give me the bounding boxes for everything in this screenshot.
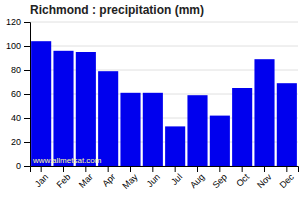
y-tick-mark bbox=[24, 166, 30, 167]
y-tick: 20 bbox=[11, 137, 30, 147]
x-tick: Jun bbox=[145, 166, 162, 189]
y-tick: 0 bbox=[16, 161, 30, 171]
grid bbox=[30, 22, 298, 166]
y-axis-line bbox=[24, 23, 31, 167]
x-tick: Oct bbox=[234, 166, 251, 189]
x-tick-mark bbox=[197, 166, 198, 172]
y-tick-mark bbox=[24, 22, 30, 23]
x-axis: Jan FebMar AprMay Jun Jul AugSep OctNovDec bbox=[31, 166, 299, 191]
bar bbox=[254, 59, 274, 166]
x-tick-label: Jan bbox=[33, 172, 50, 189]
bar bbox=[143, 93, 163, 166]
x-tick-mark bbox=[108, 166, 109, 172]
x-tick-mark bbox=[242, 166, 243, 172]
y-tick-label: 0 bbox=[16, 161, 21, 171]
y-tick-mark bbox=[24, 70, 30, 71]
bar bbox=[232, 88, 252, 166]
bar bbox=[210, 116, 230, 166]
y-tick-mark bbox=[24, 46, 30, 47]
y-tick-label: 40 bbox=[11, 113, 21, 123]
y-tick-label: 100 bbox=[6, 41, 21, 51]
x-tick: Apr bbox=[100, 166, 117, 189]
bar bbox=[76, 52, 96, 166]
x-tick-label: Jul bbox=[169, 172, 184, 187]
x-tick-label: May bbox=[120, 171, 139, 190]
y-tick-label: 20 bbox=[11, 137, 21, 147]
x-tick-mark bbox=[219, 166, 220, 172]
y-tick-label: 120 bbox=[6, 17, 21, 27]
bar bbox=[187, 95, 207, 166]
bar bbox=[120, 93, 140, 166]
x-tick-label: Mar bbox=[77, 172, 95, 190]
x-tick-label: Sep bbox=[210, 172, 228, 190]
x-tick: Feb bbox=[55, 166, 73, 190]
plot: Jan FebMar AprMay Jun Jul AugSep OctNovDec 0 20 4… bbox=[6, 17, 299, 191]
bars bbox=[31, 41, 297, 166]
x-tick-mark bbox=[286, 166, 287, 172]
x-axis-line bbox=[31, 167, 299, 173]
x-tick-mark bbox=[63, 166, 64, 172]
y-tick-label: 80 bbox=[11, 65, 21, 75]
y-tick: 80 bbox=[11, 65, 30, 75]
x-tick: Dec bbox=[277, 166, 296, 190]
x-tick-mark bbox=[85, 166, 86, 172]
x-tick: Sep bbox=[210, 166, 228, 190]
y-axis: 0 20 40 60 80 100 120 bbox=[6, 17, 31, 171]
bar bbox=[165, 126, 185, 166]
x-tick: Aug bbox=[188, 166, 206, 190]
y-tick: 40 bbox=[11, 113, 30, 123]
x-tick: Jan bbox=[33, 166, 50, 189]
bar bbox=[277, 83, 297, 166]
x-tick: May bbox=[120, 166, 139, 191]
x-tick-label: Jun bbox=[145, 172, 162, 189]
bar bbox=[31, 41, 51, 166]
x-tick-mark bbox=[264, 166, 265, 172]
x-tick-label: Dec bbox=[277, 171, 296, 190]
bar bbox=[53, 51, 73, 166]
x-tick: Jul bbox=[169, 166, 184, 187]
y-tick-mark bbox=[24, 118, 30, 119]
x-tick-label: Apr bbox=[100, 172, 117, 189]
x-tick: Nov bbox=[255, 166, 274, 190]
grid-line bbox=[30, 46, 298, 47]
x-tick-label: Nov bbox=[255, 171, 274, 190]
x-tick: Mar bbox=[77, 166, 95, 190]
y-tick: 60 bbox=[11, 89, 30, 99]
x-tick-mark bbox=[152, 166, 153, 172]
x-tick-label: Feb bbox=[55, 172, 73, 190]
x-tick-label: Aug bbox=[188, 172, 206, 190]
y-tick: 120 bbox=[6, 17, 30, 27]
y-tick-mark bbox=[24, 94, 30, 95]
y-tick-mark bbox=[24, 142, 30, 143]
x-tick-label: Oct bbox=[234, 171, 251, 188]
bar bbox=[98, 71, 118, 166]
x-tick-mark bbox=[175, 166, 176, 172]
watermark: www.allmetsat.com bbox=[32, 156, 102, 165]
y-tick: 100 bbox=[6, 41, 30, 51]
title: Richmond : precipitation (mm) bbox=[30, 3, 204, 17]
chart: Jan FebMar AprMay Jun Jul AugSep OctNovDec 0 20 4… bbox=[0, 0, 306, 200]
grid-line bbox=[30, 22, 298, 23]
y-tick-label: 60 bbox=[11, 89, 21, 99]
x-tick-mark bbox=[41, 166, 42, 172]
x-tick-mark bbox=[130, 166, 131, 172]
